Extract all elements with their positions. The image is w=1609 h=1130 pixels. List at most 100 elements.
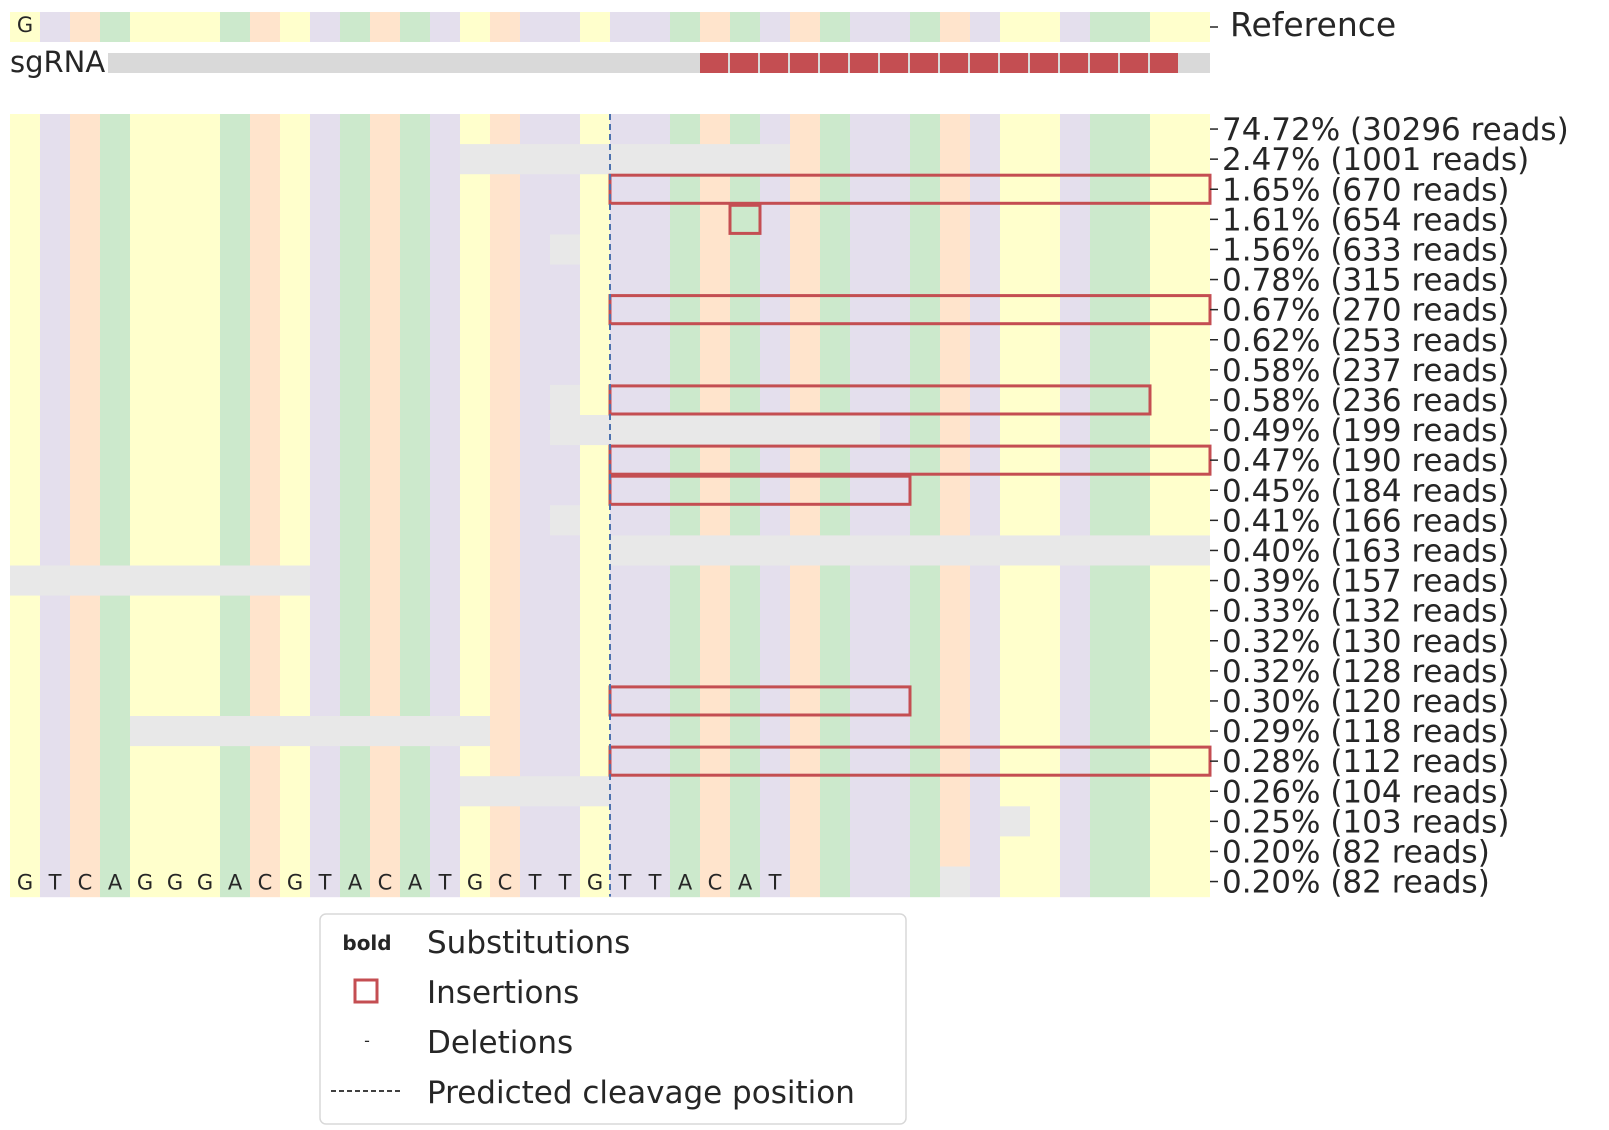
heatmap-cell xyxy=(1150,144,1180,175)
heatmap-cell xyxy=(610,204,640,235)
heatmap-cell xyxy=(1060,294,1090,326)
heatmap-cell xyxy=(490,324,520,356)
reference-cell xyxy=(850,12,880,42)
heatmap-cell xyxy=(370,776,400,807)
heatmap-cell xyxy=(370,685,400,717)
heatmap-cell xyxy=(550,565,580,597)
heatmap-cell xyxy=(700,354,730,386)
heatmap-cell xyxy=(190,505,220,536)
heatmap-cell xyxy=(310,716,340,747)
heatmap-cell xyxy=(130,294,160,326)
heatmap-cell xyxy=(490,234,520,266)
heatmap-cell xyxy=(400,144,430,175)
heatmap-cell xyxy=(1000,475,1030,506)
heatmap-cell xyxy=(730,806,760,837)
heatmap-cell xyxy=(190,475,220,506)
sequence-letter: G xyxy=(467,871,483,895)
heatmap-cell xyxy=(1150,746,1180,777)
heatmap-cell xyxy=(730,174,760,205)
heatmap-cell xyxy=(670,716,700,747)
heatmap-cell xyxy=(460,415,490,446)
heatmap-cell xyxy=(100,716,130,747)
heatmap-cell xyxy=(610,655,640,687)
heatmap-cell xyxy=(310,836,340,868)
heatmap-cell xyxy=(910,174,940,205)
sgrna-block xyxy=(850,53,878,73)
heatmap-cell xyxy=(700,384,730,416)
heatmap-cell xyxy=(340,354,370,386)
heatmap-cell xyxy=(310,354,340,386)
heatmap-cell xyxy=(220,595,250,627)
heatmap-cell xyxy=(940,565,970,597)
heatmap-cell xyxy=(520,505,550,536)
heatmap-cell xyxy=(640,174,670,205)
heatmap-cell xyxy=(580,475,610,506)
heatmap-cell xyxy=(1000,806,1030,837)
heatmap-cell xyxy=(640,655,670,687)
heatmap-cell xyxy=(820,324,850,356)
heatmap-cell xyxy=(520,746,550,777)
heatmap-cell xyxy=(760,746,790,777)
heatmap-cell xyxy=(910,866,940,898)
heatmap-cell xyxy=(130,685,160,717)
heatmap-cell xyxy=(700,565,730,597)
heatmap-cell xyxy=(40,625,70,657)
heatmap-cell xyxy=(70,746,100,777)
heatmap-cell xyxy=(10,716,40,747)
heatmap-cell xyxy=(520,655,550,687)
heatmap-cell xyxy=(190,415,220,446)
heatmap-cell xyxy=(160,685,190,717)
heatmap-cell xyxy=(880,174,910,205)
heatmap-cell xyxy=(460,324,490,356)
heatmap-cell xyxy=(1120,475,1150,506)
sequence-letter: C xyxy=(378,871,393,895)
heatmap-cell xyxy=(1180,685,1210,717)
heatmap-cell xyxy=(310,144,340,175)
heatmap-cell xyxy=(100,655,130,687)
heatmap-cell xyxy=(1120,354,1150,386)
heatmap-cell xyxy=(160,836,190,868)
heatmap-cell xyxy=(1030,685,1060,717)
heatmap-cell xyxy=(130,204,160,235)
reference-cell xyxy=(1090,12,1120,42)
heatmap-cell xyxy=(100,475,130,506)
heatmap-cell xyxy=(940,114,970,145)
heatmap-cell xyxy=(1180,746,1210,777)
heatmap-cell xyxy=(490,625,520,657)
heatmap-cell xyxy=(640,685,670,717)
heatmap-cell xyxy=(340,806,370,837)
heatmap-cell xyxy=(430,595,460,627)
heatmap-cell xyxy=(130,776,160,807)
heatmap-cell xyxy=(610,746,640,777)
heatmap-cell xyxy=(490,866,520,898)
heatmap-cell xyxy=(250,535,280,567)
heatmap-cell xyxy=(40,354,70,386)
heatmap-cell xyxy=(370,114,400,145)
frequency-label: 0.26% (104 reads) xyxy=(1222,774,1510,810)
heatmap-cell xyxy=(670,475,700,506)
heatmap-cell xyxy=(250,655,280,687)
heatmap-cell xyxy=(460,475,490,506)
heatmap-cell xyxy=(880,565,910,597)
heatmap-cell xyxy=(790,264,820,296)
frequency-label: 0.32% (128 reads) xyxy=(1222,654,1510,690)
heatmap-cell xyxy=(610,445,640,476)
sequence-letter: C xyxy=(708,871,723,895)
heatmap-cell xyxy=(850,114,880,145)
heatmap-cell xyxy=(790,384,820,416)
heatmap-cell xyxy=(1060,324,1090,356)
heatmap-cell xyxy=(880,866,910,898)
sequence-letter: T xyxy=(558,871,572,895)
heatmap-cell xyxy=(220,294,250,326)
heatmap-cell xyxy=(1030,384,1060,416)
heatmap-cell xyxy=(940,445,970,476)
heatmap-cell xyxy=(700,294,730,326)
heatmap-cell xyxy=(430,535,460,567)
reference-cell xyxy=(70,12,100,42)
heatmap-cell xyxy=(760,625,790,657)
heatmap-cell xyxy=(640,746,670,777)
heatmap-cell xyxy=(370,415,400,446)
heatmap-cell xyxy=(670,866,700,898)
heatmap-cell xyxy=(70,836,100,868)
heatmap-cell xyxy=(970,505,1000,536)
